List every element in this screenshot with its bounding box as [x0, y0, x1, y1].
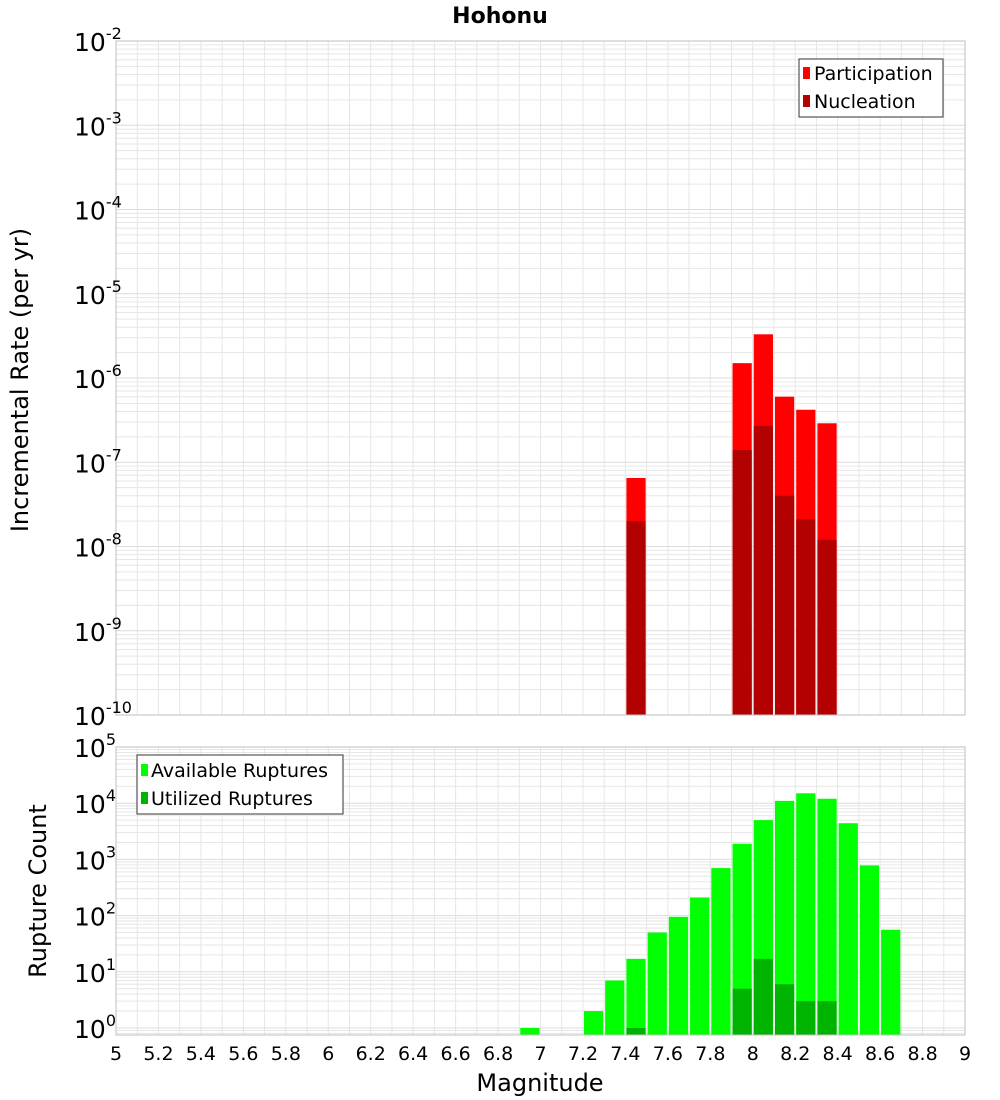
x-tick-label: 7.8: [695, 1043, 725, 1065]
x-tick-label: 9: [959, 1043, 971, 1065]
rupture-bars: [520, 793, 901, 1035]
rate-gridlines: [116, 41, 965, 715]
available-ruptures-bar: [626, 958, 646, 1035]
x-tick-label: 6.4: [398, 1043, 428, 1065]
available-legend-swatch: [141, 764, 148, 776]
nucleation-bar: [626, 521, 646, 715]
x-tick-label: 5.2: [143, 1043, 173, 1065]
y-tick-label: 102: [74, 899, 116, 932]
x-tick-label: 6.8: [483, 1043, 513, 1065]
y-tick-label: 10-10: [74, 698, 132, 731]
y-tick-label: 101: [74, 955, 116, 988]
x-tick-label: 6.2: [356, 1043, 386, 1065]
rupture-count-panel: 100 101 102 103 104 105 Rupture Count Availab…: [24, 730, 971, 1097]
nucleation-bar: [774, 495, 795, 715]
rate-plot-frame: [115, 40, 966, 716]
participation-legend-label: Participation: [814, 63, 933, 85]
available-ruptures-bar: [520, 1027, 540, 1035]
utilized-legend-swatch: [141, 792, 148, 804]
rate-legend: Participation Nucleation: [798, 58, 944, 118]
y-tick-label: 103: [74, 842, 116, 875]
nucleation-bar: [796, 519, 816, 715]
y-tick-label: 10-7: [74, 445, 122, 478]
y-tick-label: 10-8: [74, 530, 122, 563]
utilized-ruptures-bar: [796, 1001, 816, 1035]
nucleation-bar: [732, 449, 752, 715]
y-tick-label: 10-5: [74, 277, 122, 310]
y-tick-label: 10-2: [74, 24, 122, 57]
rate-legend-box: [798, 58, 944, 118]
x-tick-label: 7: [534, 1043, 546, 1065]
x-tick-label: 6.6: [440, 1043, 470, 1065]
x-tick-label: 7.4: [610, 1043, 640, 1065]
y-tick-label: 100: [74, 1011, 116, 1044]
available-ruptures-bar: [690, 897, 710, 1035]
utilized-ruptures-bar: [817, 1001, 837, 1035]
available-ruptures-bar: [732, 843, 752, 1035]
nucleation-bar: [817, 539, 837, 715]
rate-panel: 10-10 10-9 10-8 10-7 10-6 10-5 10-4 10-3 10-2 In…: [6, 24, 966, 731]
rate-bars: [626, 334, 837, 715]
x-tick-label: 7.6: [653, 1043, 683, 1065]
y-tick-label: 104: [74, 786, 116, 819]
utilized-ruptures-bar: [753, 958, 773, 1035]
y-tick-label: 10-6: [74, 361, 122, 394]
rate-y-tick-labels: 10-10 10-9 10-8 10-7 10-6 10-5 10-4 10-3 10-2: [74, 24, 132, 731]
x-tick-label: 5.4: [186, 1043, 216, 1065]
x-tick-label: 8: [747, 1043, 759, 1065]
available-ruptures-bar: [774, 800, 795, 1035]
rupture-legend-box: [136, 754, 344, 815]
utilized-ruptures-bar: [774, 984, 795, 1035]
rupture-gridlines: [116, 747, 965, 1035]
available-ruptures-bar: [817, 798, 837, 1035]
x-tick-label: 5.8: [271, 1043, 301, 1065]
x-tick-label: 7.2: [568, 1043, 598, 1065]
rate-y-axis-title: Incremental Rate (per yr): [6, 228, 34, 532]
utilized-ruptures-bar: [626, 1027, 646, 1035]
available-ruptures-bar: [881, 929, 901, 1035]
rupture-y-tick-labels: 100 101 102 103 104 105: [74, 730, 116, 1044]
nucleation-legend-swatch: [803, 95, 810, 107]
available-ruptures-bar: [838, 823, 858, 1035]
available-ruptures-bar: [711, 868, 731, 1035]
available-legend-label: Available Ruptures: [151, 760, 328, 782]
available-ruptures-bar: [605, 980, 625, 1035]
available-ruptures-bar: [647, 932, 667, 1035]
x-axis-title: Magnitude: [476, 1069, 603, 1097]
available-ruptures-bar: [796, 793, 816, 1035]
utilized-ruptures-bar: [732, 988, 752, 1035]
participation-legend-swatch: [803, 67, 810, 79]
rupture-y-axis-title: Rupture Count: [24, 804, 52, 978]
x-tick-label: 8.8: [907, 1043, 937, 1065]
available-ruptures-bar: [583, 1011, 604, 1035]
y-tick-label: 10-9: [74, 614, 122, 647]
y-tick-label: 105: [74, 730, 116, 763]
x-tick-labels: 5 5.2 5.4 5.6 5.8 6 6.2 6.4 6.6 6.8 7 7.2 7.4 7.6 7.8 8…: [110, 1043, 971, 1065]
x-tick-label: 8.2: [780, 1043, 810, 1065]
available-ruptures-bar: [859, 865, 880, 1035]
available-ruptures-bar: [668, 916, 689, 1035]
y-tick-label: 10-4: [74, 193, 122, 226]
x-tick-label: 8.6: [865, 1043, 895, 1065]
chart-title: Hohonu: [452, 4, 548, 29]
y-tick-label: 10-3: [74, 108, 122, 141]
rupture-plot-frame: [115, 746, 966, 1036]
x-tick-label: 8.4: [823, 1043, 853, 1065]
nucleation-bar: [753, 425, 773, 715]
x-tick-label: 6: [322, 1043, 334, 1065]
utilized-legend-label: Utilized Ruptures: [151, 788, 313, 810]
rupture-legend: Available Ruptures Utilized Ruptures: [136, 754, 344, 815]
x-tick-label: 5: [110, 1043, 122, 1065]
x-tick-label: 5.6: [228, 1043, 258, 1065]
nucleation-legend-label: Nucleation: [814, 91, 916, 113]
